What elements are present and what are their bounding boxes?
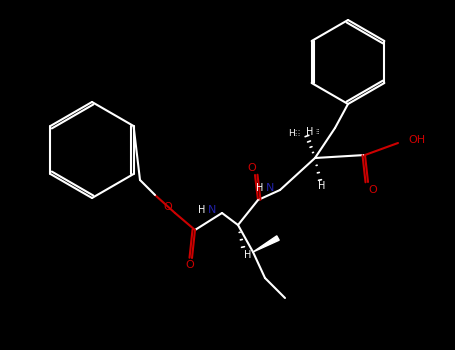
- Text: H: H: [244, 250, 252, 260]
- Text: O: O: [369, 185, 377, 195]
- Text: OH: OH: [408, 135, 425, 145]
- Text: N: N: [266, 183, 274, 193]
- Text: O: O: [186, 260, 194, 270]
- Text: N: N: [208, 205, 216, 215]
- Text: H: H: [318, 181, 326, 191]
- Polygon shape: [253, 236, 279, 252]
- Text: H: H: [198, 205, 206, 215]
- Text: O: O: [164, 202, 172, 212]
- Text: H: H: [256, 183, 264, 193]
- Text: H⁝⁝: H⁝⁝: [288, 128, 301, 138]
- Text: O: O: [248, 163, 256, 173]
- Text: H: H: [306, 127, 313, 137]
- Text: ⁝⁝: ⁝⁝: [316, 129, 320, 135]
